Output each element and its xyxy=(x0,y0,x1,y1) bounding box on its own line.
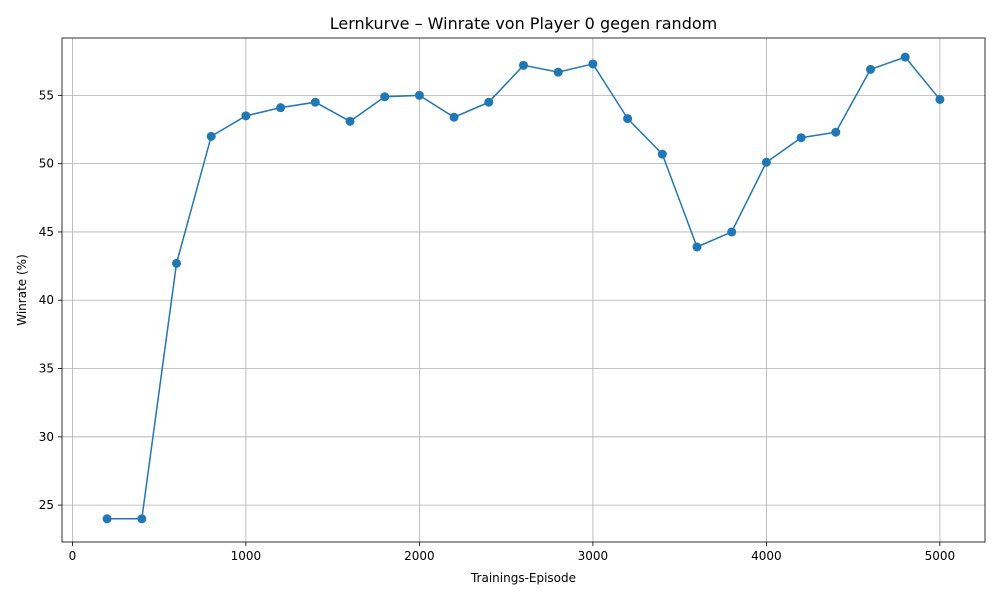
x-tick-label: 3000 xyxy=(578,549,609,563)
data-point xyxy=(519,60,528,70)
grid xyxy=(62,38,985,542)
y-axis-label: Winrate (%) xyxy=(15,254,29,326)
data-point xyxy=(553,67,563,77)
data-point xyxy=(310,97,320,107)
data-point xyxy=(484,97,494,107)
y-tick-label: 35 xyxy=(39,362,54,376)
axis-ticks: 0 1000 2000 3000 4000 5000 25 30 35 40 45 50 55 xyxy=(39,88,955,563)
y-tick-label: 25 xyxy=(39,498,54,512)
x-tick-label: 0 xyxy=(69,549,77,563)
x-axis-label: Trainings-Episode xyxy=(470,571,576,585)
data-point xyxy=(276,103,286,113)
data-point xyxy=(761,157,771,167)
data-point xyxy=(102,514,112,524)
chart-title: Lernkurve – Winrate von Player 0 gegen r… xyxy=(330,14,717,33)
plot-frame xyxy=(61,37,986,543)
x-tick-label: 2000 xyxy=(404,549,435,563)
data-point xyxy=(241,111,251,121)
data-point xyxy=(900,52,910,62)
y-tick-label: 45 xyxy=(39,225,54,239)
data-point xyxy=(935,94,945,104)
x-tick-label: 1000 xyxy=(231,549,262,563)
data-point xyxy=(380,92,390,102)
x-tick-label: 5000 xyxy=(925,549,956,563)
y-tick-label: 30 xyxy=(39,430,54,444)
data-point xyxy=(172,258,182,268)
data-point xyxy=(831,127,841,137)
series xyxy=(102,52,945,524)
data-point xyxy=(692,242,702,252)
data-point xyxy=(137,514,147,524)
data-point xyxy=(865,64,875,74)
data-point xyxy=(657,149,667,159)
series-line xyxy=(107,56,941,520)
data-point xyxy=(796,133,806,143)
data-point xyxy=(206,131,216,141)
y-tick-label: 55 xyxy=(39,88,54,102)
data-point xyxy=(623,114,633,124)
data-point xyxy=(414,90,424,100)
data-point xyxy=(345,116,355,126)
data-point xyxy=(449,112,459,122)
x-tick-label: 4000 xyxy=(751,549,782,563)
y-tick-label: 50 xyxy=(39,157,54,171)
y-tick-label: 40 xyxy=(39,293,54,307)
data-point xyxy=(588,59,598,69)
data-point xyxy=(727,227,737,237)
